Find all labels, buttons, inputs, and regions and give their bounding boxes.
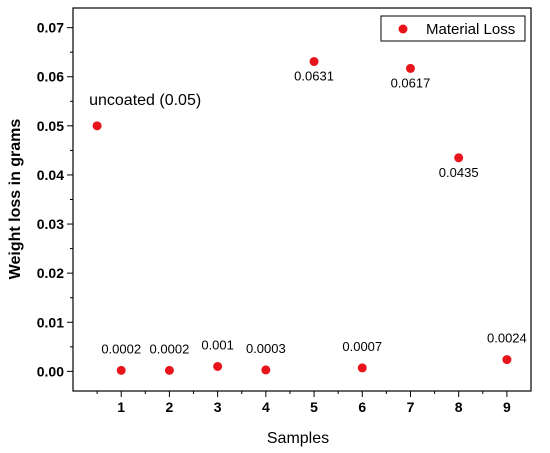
data-point	[357, 363, 367, 373]
data-point	[261, 365, 271, 375]
data-label: 0.0002	[150, 341, 190, 356]
x-tick-label: 2	[166, 399, 174, 415]
data-label: 0.0631	[294, 69, 334, 84]
data-label: 0.001	[201, 337, 234, 352]
data-point	[502, 355, 512, 365]
data-point	[213, 361, 223, 371]
data-label: 0.0617	[391, 75, 431, 90]
data-point	[164, 365, 174, 375]
data-label: 0.0435	[439, 165, 479, 180]
y-tick-label: 0.07	[37, 20, 64, 36]
x-tick-label: 6	[358, 399, 366, 415]
y-tick-label: 0.04	[37, 167, 64, 183]
y-tick-label: 0.06	[37, 69, 64, 85]
x-tick-label: 7	[407, 399, 415, 415]
legend-label: Material Loss	[426, 21, 515, 38]
plot-frame	[72, 7, 532, 392]
x-tick-label: 9	[503, 399, 511, 415]
x-axis-ticks: 1 2 3 4 5 6 7 8 9	[96, 391, 511, 415]
data-point	[92, 121, 102, 131]
x-tick-label: 3	[214, 399, 222, 415]
x-tick-label: 1	[117, 399, 125, 415]
series-points	[92, 57, 512, 375]
data-point	[309, 57, 319, 67]
data-label: 0.0002	[101, 341, 141, 356]
x-axis-title: Samples	[267, 430, 329, 447]
data-label: 0.0024	[487, 331, 527, 346]
x-tick-label: 4	[262, 399, 270, 415]
x-tick-label: 8	[455, 399, 463, 415]
y-tick-label: 0.05	[37, 118, 64, 134]
legend-marker	[398, 24, 408, 34]
data-label: 0.0007	[342, 339, 382, 354]
y-tick-label: 0.00	[37, 363, 64, 379]
data-label: 0.0003	[246, 341, 286, 356]
y-axis-title: Weight loss in grams	[7, 119, 24, 280]
data-point	[405, 63, 415, 73]
data-point	[454, 153, 464, 163]
y-tick-label: 0.01	[37, 314, 64, 330]
x-tick-label: 5	[310, 399, 318, 415]
legend: Material Loss	[380, 15, 526, 42]
y-tick-label: 0.03	[37, 216, 64, 232]
annotation-uncoated: uncoated (0.05)	[89, 92, 201, 109]
data-point	[116, 365, 126, 375]
y-tick-label: 0.02	[37, 265, 64, 281]
data-labels: uncoated (0.05) 0.0002 0.0002 0.001 0.0003 0.…	[89, 69, 527, 357]
y-axis-ticks: 0.00 0.01 0.02 0.03 0.04 0.05 0.06 0.07	[37, 20, 73, 379]
